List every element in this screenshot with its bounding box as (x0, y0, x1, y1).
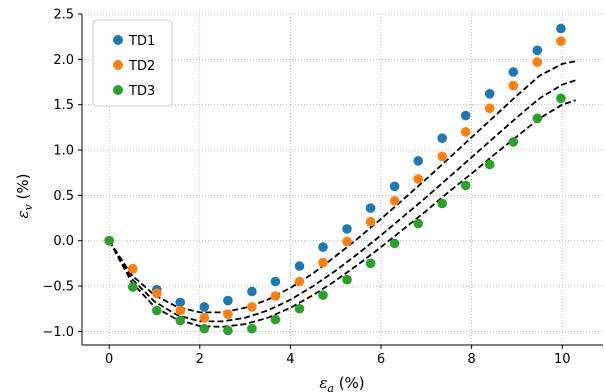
fit-curves (108, 60, 577, 328)
legend-entry-td1: TD1 (113, 34, 155, 49)
y-tick-label: −1.0 (42, 325, 74, 340)
x-ticks: 0 2 4 6 8 10 (105, 345, 570, 367)
x-tick-label: 4 (286, 352, 294, 367)
x-axis-label: εa (%) (319, 374, 364, 392)
point-td1 (223, 295, 233, 306)
point-td2 (127, 264, 138, 274)
y-tick-label: 0.0 (53, 234, 74, 249)
point-td3 (484, 159, 495, 170)
point-td3 (508, 137, 519, 147)
point-td2 (175, 305, 186, 316)
y-axis-symbol: ε (14, 210, 32, 218)
point-td1 (318, 242, 328, 252)
point-td2 (365, 216, 376, 227)
point-td3 (556, 93, 566, 104)
point-td3 (294, 303, 305, 314)
y-axis-label: εv (%) (14, 173, 35, 218)
point-td1 (270, 276, 281, 287)
point-td2 (532, 57, 543, 67)
point-td1 (437, 133, 448, 143)
x-tick-label: 10 (554, 352, 571, 367)
point-td2 (199, 313, 210, 323)
point-td1 (532, 45, 543, 56)
y-tick-label: 2.5 (53, 8, 74, 23)
point-td2 (294, 276, 305, 287)
y-tick-label: 1.0 (53, 144, 74, 159)
legend-entry-td3: TD3 (113, 84, 155, 99)
point-td3 (437, 198, 448, 209)
point-td1 (460, 110, 471, 121)
legend-label-td3: TD3 (128, 84, 155, 99)
point-td1 (389, 181, 400, 192)
point-td1 (413, 156, 424, 166)
legend-label-td1: TD1 (128, 34, 155, 49)
point-td3 (365, 258, 376, 269)
point-td2 (342, 236, 352, 247)
legend-box (92, 19, 173, 107)
point-td2 (152, 288, 162, 299)
point-td3 (199, 323, 210, 334)
point-td3 (270, 314, 281, 325)
point-td3 (413, 218, 424, 229)
y-tick-label: 2.0 (53, 53, 74, 68)
point-td1 (342, 224, 352, 234)
legend: TD1 TD2 TD3 (92, 19, 173, 107)
point-td1 (556, 23, 566, 34)
y-axis-unit: (%) (14, 173, 32, 204)
x-axis-symbol: ε (319, 374, 327, 392)
legend-marker-td3 (113, 85, 123, 95)
y-ticks: −1.0 −0.5 0.0 0.5 1.0 1.5 2.0 2.5 (42, 8, 82, 340)
point-td3 (389, 238, 400, 249)
y-tick-label: −0.5 (42, 280, 74, 295)
legend-marker-td1 (113, 35, 123, 45)
point-td2 (460, 127, 471, 137)
x-tick-label: 0 (105, 352, 113, 367)
legend-label-td2: TD2 (128, 59, 155, 74)
point-td3 (152, 305, 162, 316)
point-td2 (508, 80, 519, 91)
y-tick-label: 0.5 (53, 189, 74, 204)
x-tick-label: 2 (196, 352, 204, 367)
point-td3 (460, 180, 471, 191)
axes (81, 14, 603, 346)
fit-curve-1 (108, 60, 576, 314)
x-axis-subscript: a (327, 382, 334, 392)
point-td2 (413, 174, 424, 184)
point-td3 (247, 323, 257, 334)
point-td1 (175, 297, 186, 308)
point-td2 (437, 151, 448, 162)
data-points (104, 23, 566, 336)
y-axis-subscript: v (22, 203, 35, 210)
point-td1 (247, 286, 257, 297)
point-td3 (175, 315, 186, 326)
point-td2 (484, 103, 495, 114)
point-td1 (199, 302, 210, 312)
point-td3 (318, 290, 328, 300)
y-tick-label: 1.5 (53, 98, 74, 113)
point-td1 (294, 261, 305, 271)
point-td2 (247, 302, 257, 312)
fit-curve-2 (108, 79, 577, 323)
point-td3 (223, 325, 233, 336)
legend-marker-td2 (113, 60, 123, 70)
point-td1 (484, 89, 495, 99)
fit-curve-3 (108, 99, 577, 328)
point-td1 (508, 67, 519, 77)
point-td2 (556, 36, 566, 46)
point-td3 (342, 274, 352, 285)
x-tick-label: 8 (467, 352, 475, 367)
point-td1 (365, 203, 376, 213)
x-tick-label: 6 (377, 352, 385, 367)
point-td2 (223, 309, 233, 320)
point-td3 (104, 235, 114, 246)
grid-lines (82, 13, 603, 345)
point-td2 (270, 291, 281, 301)
point-td3 (127, 282, 138, 292)
point-td3 (532, 113, 543, 124)
point-td2 (318, 257, 328, 268)
x-axis-unit: (%) (334, 374, 365, 392)
legend-entry-td2: TD2 (113, 59, 155, 74)
point-td2 (389, 196, 400, 206)
